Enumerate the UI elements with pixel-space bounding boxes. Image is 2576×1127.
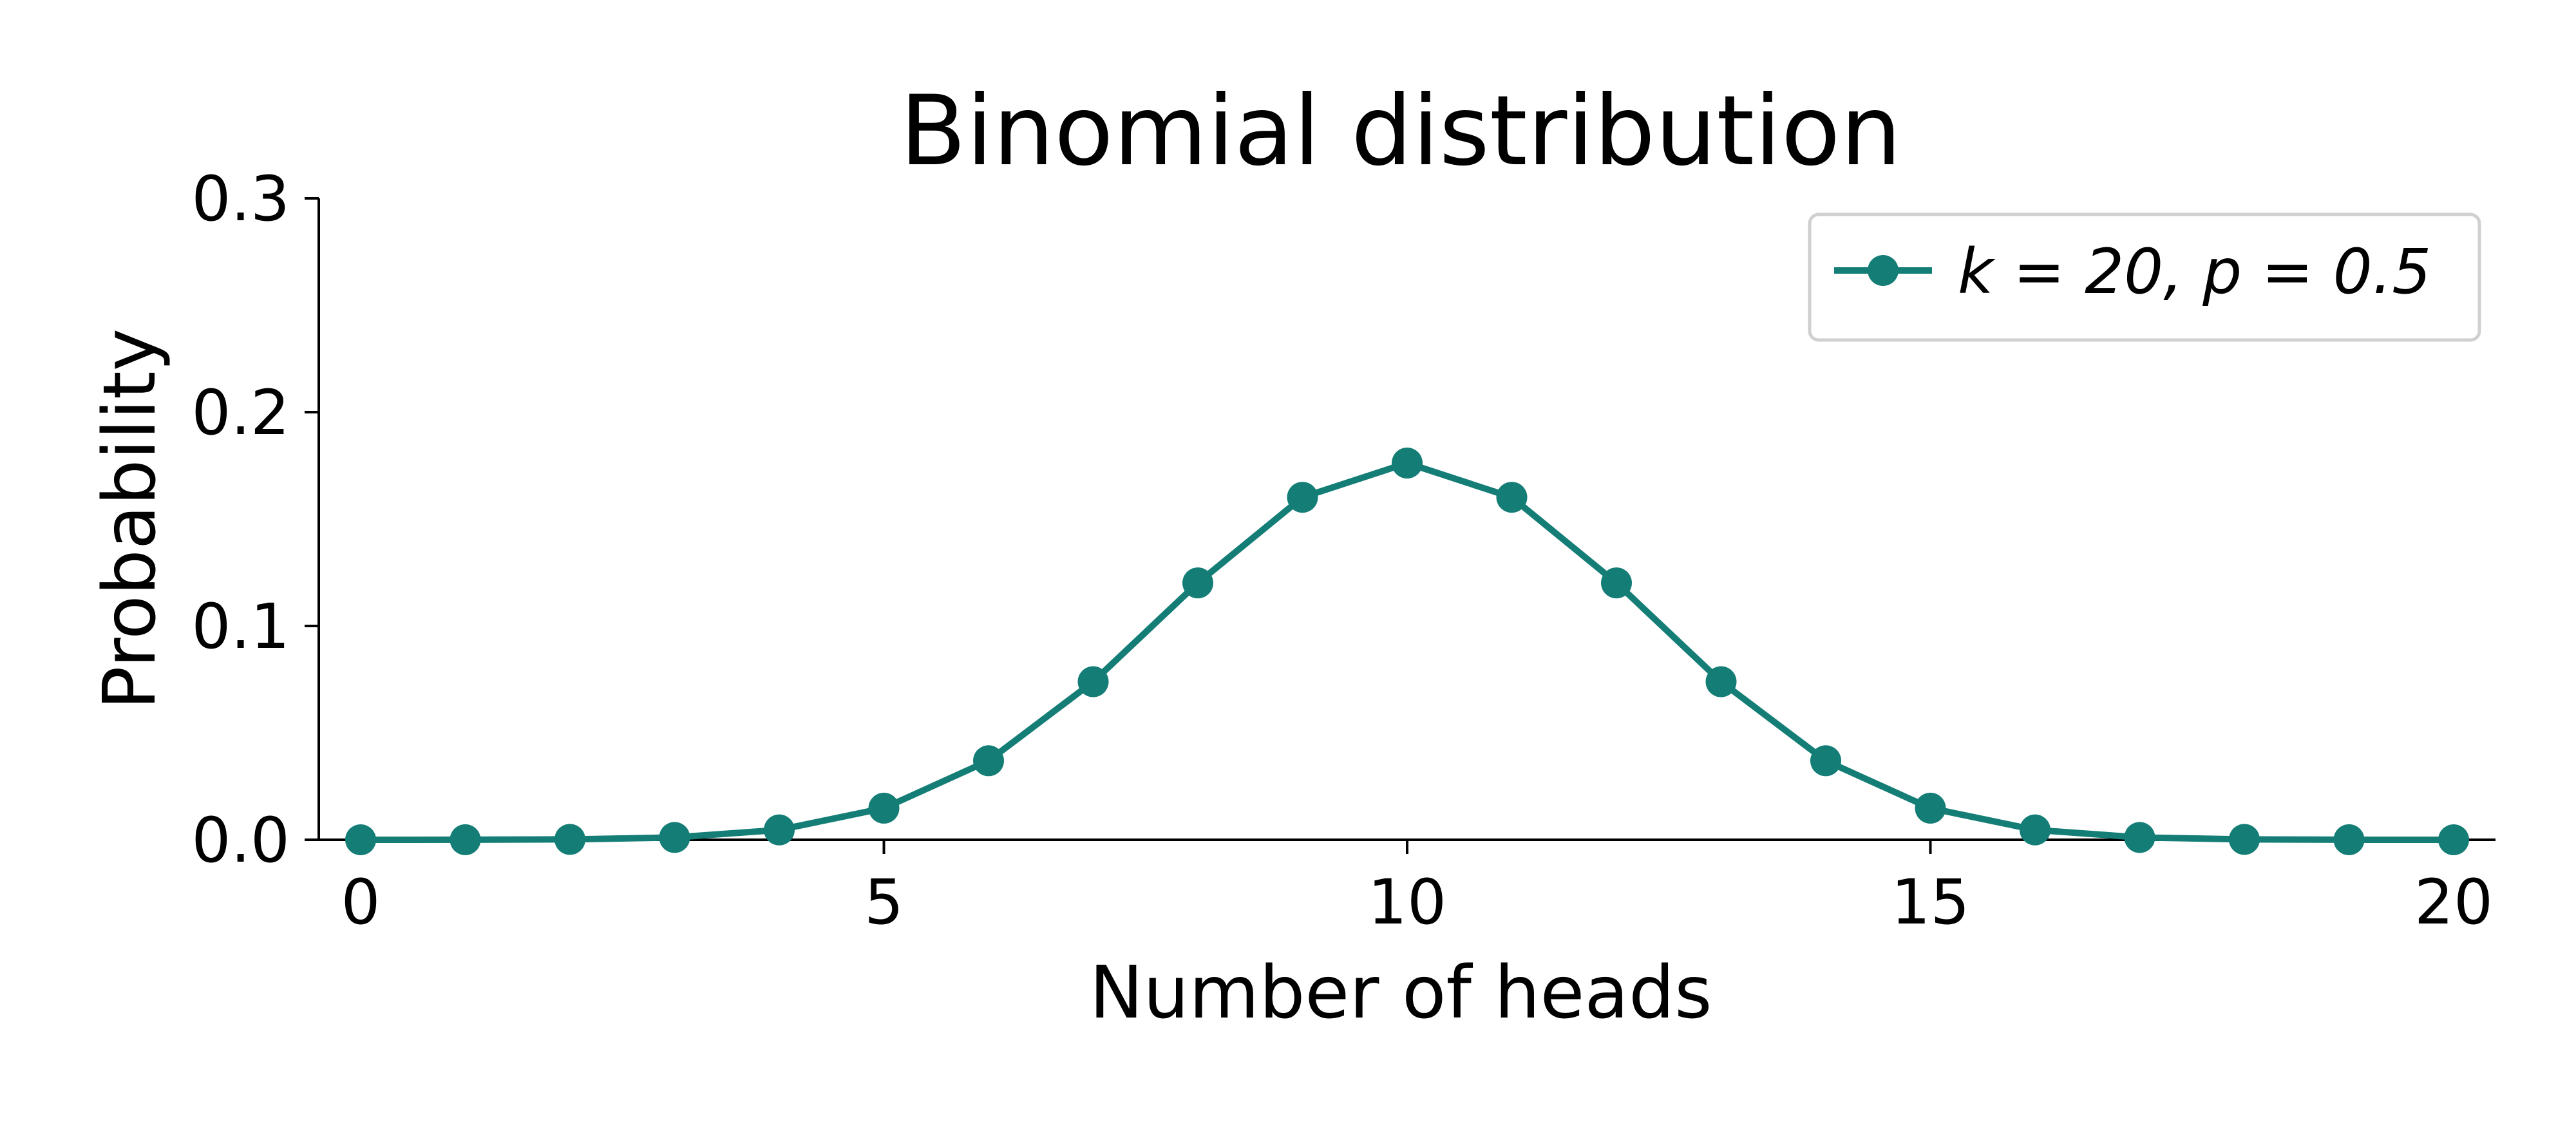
data-point xyxy=(2124,822,2155,853)
chart-title: Binomial distribution xyxy=(900,75,1901,187)
data-point xyxy=(1496,482,1528,513)
legend: k = 20, p = 0.5 xyxy=(1808,213,2481,342)
legend-entry-label: k = 20, p = 0.5 xyxy=(1958,236,2431,308)
data-point xyxy=(1077,666,1109,697)
x-ticks: 0 5 10 15 20 xyxy=(341,840,2493,938)
data-point xyxy=(1705,666,1737,697)
x-tick-label: 15 xyxy=(1891,866,1969,938)
data-point xyxy=(2229,824,2260,855)
data-point xyxy=(2438,824,2469,855)
y-tick-label: 0.3 xyxy=(191,163,290,235)
x-tick-label: 0 xyxy=(341,866,380,938)
series-layer xyxy=(345,448,2469,855)
data-point xyxy=(2020,814,2050,846)
y-axis-label: Probability xyxy=(88,328,172,710)
data-point xyxy=(868,792,900,824)
data-point xyxy=(1287,482,1318,513)
x-axis-label: Number of heads xyxy=(1089,951,1712,1035)
data-point xyxy=(659,822,690,853)
y-tick-label: 0.2 xyxy=(191,377,290,449)
data-point xyxy=(345,824,376,855)
data-point xyxy=(1392,448,1423,479)
x-tick-label: 20 xyxy=(2414,866,2493,938)
x-tick-label: 10 xyxy=(1368,866,1446,938)
data-point xyxy=(554,824,585,855)
legend-box xyxy=(1808,213,2481,342)
x-tick-label: 5 xyxy=(864,866,904,938)
data-point xyxy=(973,745,1004,777)
data-point xyxy=(764,814,795,846)
legend-marker-swatch xyxy=(1868,255,1899,286)
data-point xyxy=(450,824,481,855)
data-point xyxy=(2333,824,2365,855)
data-point xyxy=(1601,567,1632,599)
y-tick-label: 0.1 xyxy=(191,591,290,663)
data-point xyxy=(1810,745,1841,777)
data-point xyxy=(1915,792,1946,824)
y-tick-label: 0.0 xyxy=(191,804,290,876)
y-ticks: 0.0 0.1 0.2 0.3 xyxy=(191,163,319,876)
plot-area: 0 5 10 15 20 0.0 0.1 0.2 0.3 xyxy=(191,163,2496,938)
data-point xyxy=(1182,567,1213,599)
series-line xyxy=(360,460,2454,843)
